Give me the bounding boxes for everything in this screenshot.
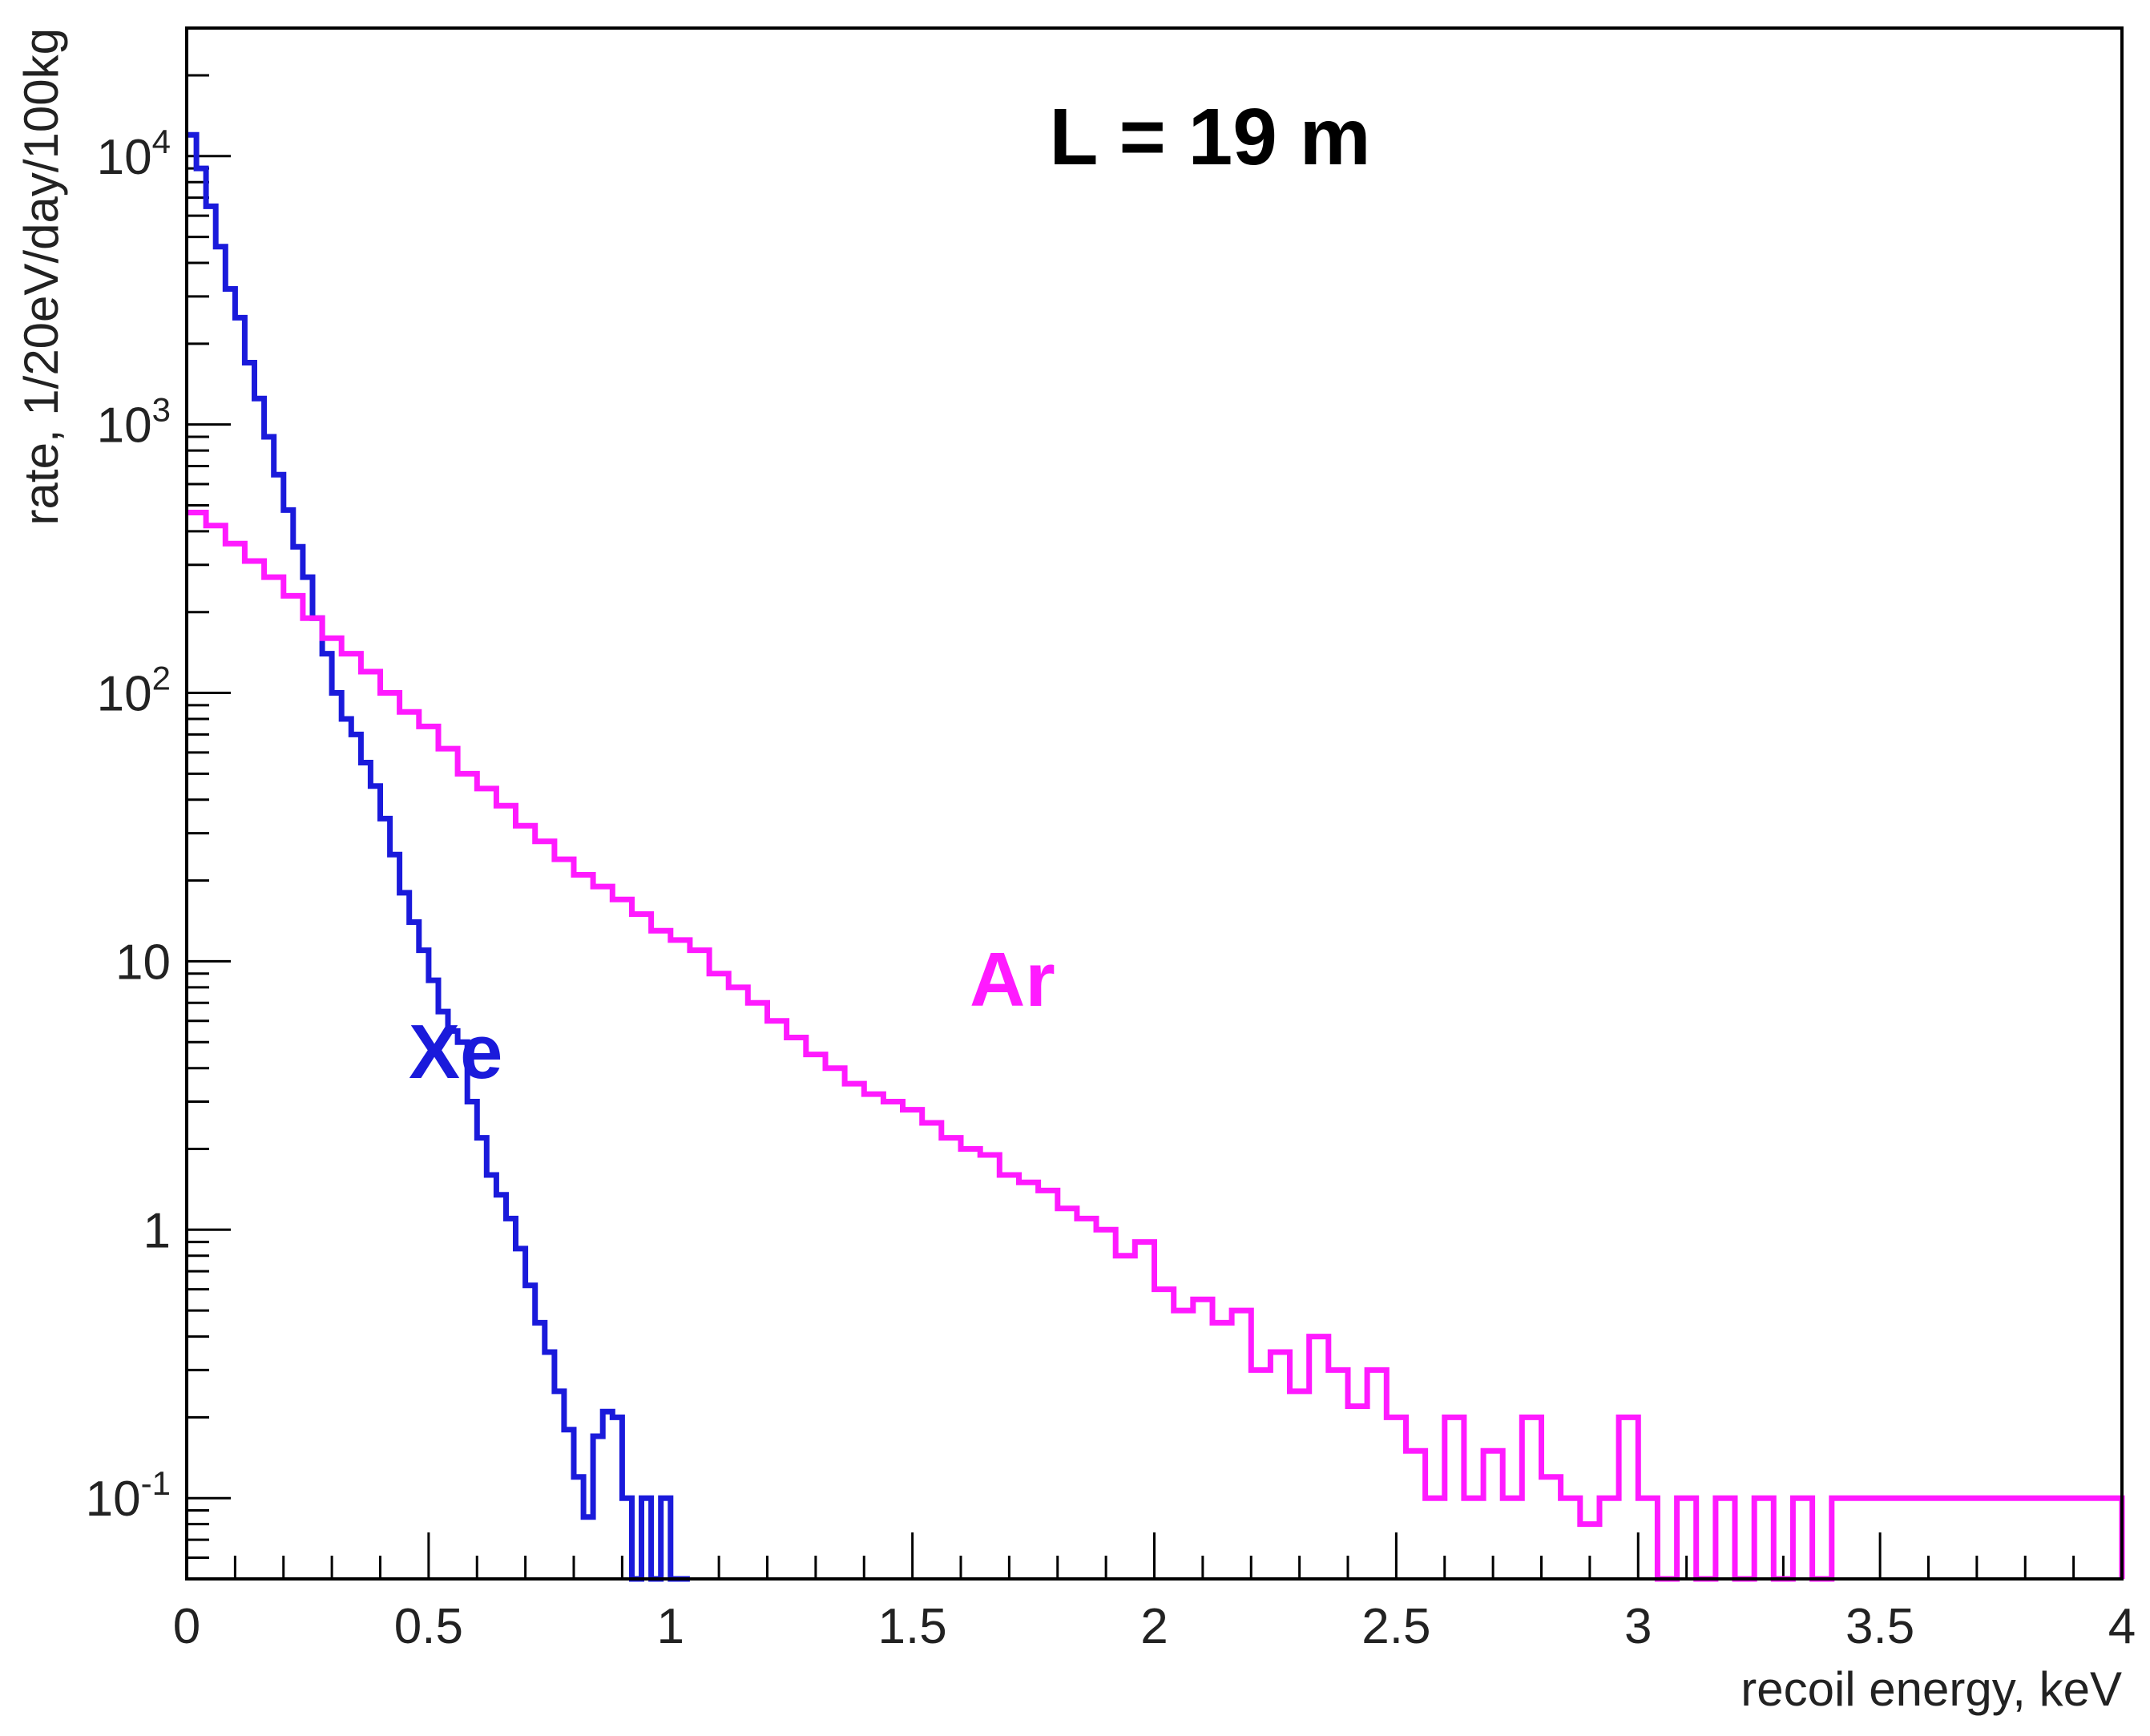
x-tick-label: 3.5	[1845, 1599, 1914, 1654]
x-tick-label: 1.5	[878, 1599, 947, 1654]
x-axis-title: recoil energy, keV	[1741, 1662, 2122, 1716]
y-tick-label: 102	[97, 660, 171, 722]
y-tick-label: 1	[143, 1203, 171, 1258]
axes-layer	[185, 26, 2124, 1581]
x-tick-label: 2.5	[1361, 1599, 1430, 1654]
x-tick-label: 3	[1624, 1599, 1652, 1654]
x-tick-label: 0.5	[394, 1599, 463, 1654]
x-tick-label: 2	[1140, 1599, 1168, 1654]
series-label-ar: Ar	[970, 937, 1055, 1023]
series-ar-histogram	[187, 510, 2125, 1582]
y-axis-title: rate, 1/20eV/day/100kg	[14, 28, 68, 525]
y-tick-label: 10-1	[86, 1464, 171, 1527]
series-label-xe: Xe	[409, 1009, 502, 1095]
series-layer	[187, 131, 2125, 1582]
y-tick-label: 10	[115, 935, 171, 990]
y-tick-label: 103	[97, 391, 171, 454]
y-tick-label: 104	[97, 123, 171, 185]
x-tick-label: 0	[173, 1599, 200, 1654]
plot-title: L = 19 m	[1049, 92, 1370, 182]
series-xe-histogram	[187, 131, 690, 1582]
x-tick-label: 4	[2108, 1599, 2136, 1654]
x-tick-label: 1	[657, 1599, 684, 1654]
plot-frame	[185, 26, 2124, 1581]
tick-labels: 0 0.5 1 1.5 2 2.5 3 3.5 4 10-1 1 10 102 103 104	[86, 123, 2136, 1654]
